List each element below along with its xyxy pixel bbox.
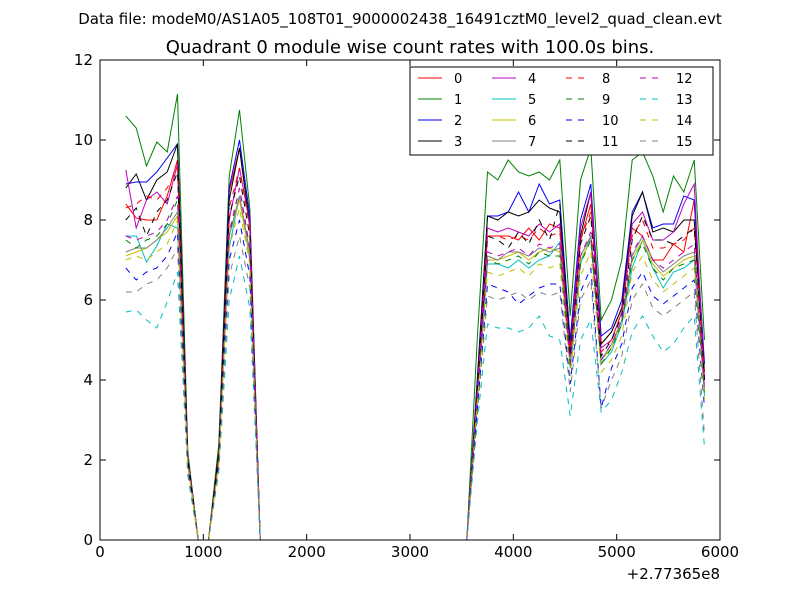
x-tick-label: 5000 [598,543,636,561]
x-tick-label: 2000 [288,543,326,561]
legend-frame [409,66,714,156]
series-line-0 [125,147,705,541]
legend-label-13: 13 [676,93,693,108]
legend-label-0: 0 [454,72,462,87]
y-tick-label: 12 [74,51,93,69]
series-line-10 [125,219,705,541]
series-line-9 [125,187,705,541]
series-line-6 [125,199,705,541]
legend-label-10: 10 [602,114,619,129]
series-line-7 [125,195,705,541]
legend-label-1: 1 [454,93,462,108]
legend-label-9: 9 [602,93,610,108]
y-tick-label: 2 [83,451,93,469]
y-tick-label: 6 [83,291,93,309]
series-line-8 [125,166,705,541]
series-line-15 [125,235,705,541]
legend-label-5: 5 [528,93,536,108]
y-tick-label: 4 [83,371,93,389]
legend-label-3: 3 [454,135,462,150]
legend-label-2: 2 [454,114,462,129]
legend-label-14: 14 [676,114,693,129]
legend-label-6: 6 [528,114,536,129]
chart-title: Quadrant 0 module wise count rates with … [166,37,655,58]
y-tick-label: 8 [83,211,93,229]
series-line-5 [125,195,705,541]
series-layer [125,93,705,541]
series-line-12 [125,187,705,541]
legend-label-7: 7 [528,135,536,150]
legend-label-8: 8 [602,72,610,87]
series-line-4 [125,163,705,541]
legend-label-11: 11 [602,135,619,150]
x-tick-label: 6000 [701,543,739,561]
series-line-3 [125,143,705,541]
legend-label-15: 15 [676,135,693,150]
legend-label-4: 4 [528,72,536,87]
x-tick-label: 4000 [494,543,532,561]
series-line-14 [125,207,705,541]
y-tick-label: 0 [83,531,93,549]
y-tick-label: 10 [74,131,93,149]
x-tick-label: 0 [95,543,105,561]
x-tick-label: 3000 [391,543,429,561]
chart-suptitle: Data file: modeM0/AS1A05_108T01_90000024… [78,10,722,29]
series-line-2 [125,139,705,541]
legend-label-12: 12 [676,72,693,87]
series-line-11 [125,171,705,541]
x-tick-label: 1000 [184,543,222,561]
x-offset-label: +2.77365e8 [627,565,720,583]
